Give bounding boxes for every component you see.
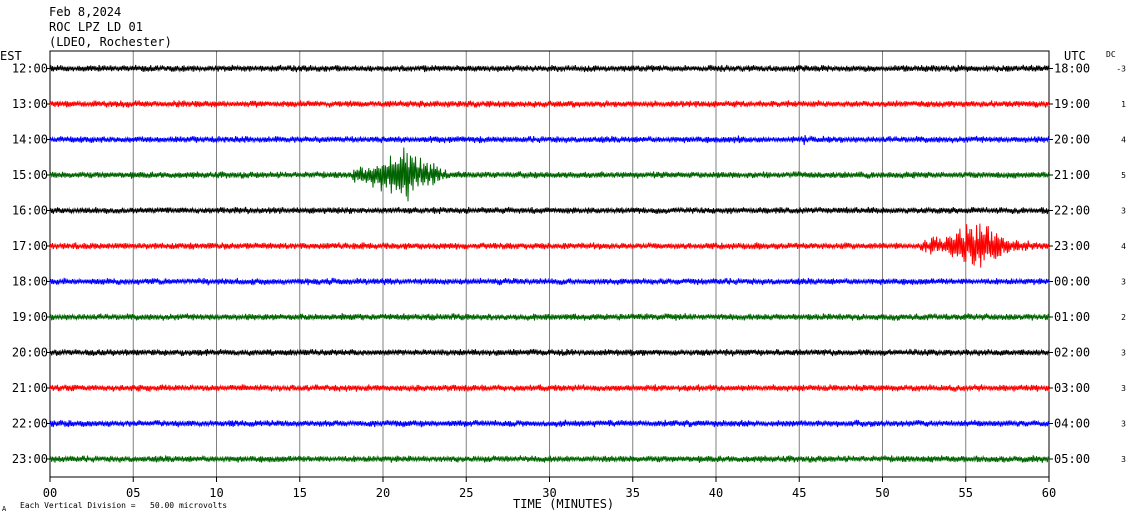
- est-time-label: 23:00: [12, 452, 48, 466]
- traces: [49, 64, 1050, 464]
- x-tick-label: 25: [459, 486, 473, 500]
- trace-line: [49, 64, 1050, 73]
- x-tick-label: 55: [959, 486, 973, 500]
- dc-value: 3: [1121, 384, 1126, 393]
- trace-line: [49, 223, 1050, 268]
- trace-line: [49, 206, 1050, 215]
- est-time-label: 22:00: [12, 417, 48, 431]
- est-time-label: 17:00: [12, 239, 48, 253]
- corner-mark: A: [2, 505, 7, 513]
- trace-line: [49, 419, 1050, 428]
- utc-time-label: 21:00: [1054, 168, 1090, 182]
- est-time-label: 19:00: [12, 310, 48, 324]
- utc-time-label: 19:00: [1054, 97, 1090, 111]
- est-time-label: 21:00: [12, 381, 48, 395]
- trace-line: [49, 277, 1050, 286]
- utc-time-label: 18:00: [1054, 62, 1090, 76]
- trace-line: [49, 383, 1050, 392]
- trace-line: [49, 147, 1050, 202]
- x-axis-label: TIME (MINUTES): [513, 497, 614, 511]
- dc-value: 3: [1121, 278, 1126, 287]
- utc-time-label: 00:00: [1054, 275, 1090, 289]
- utc-time-label: 02:00: [1054, 346, 1090, 360]
- dc-value: -3: [1116, 65, 1126, 74]
- dc-label: DC: [1106, 50, 1116, 59]
- dc-value: 5: [1121, 171, 1126, 180]
- utc-time-label: 23:00: [1054, 239, 1090, 253]
- utc-time-label: 04:00: [1054, 417, 1090, 431]
- scale-note: Each Vertical Division = 50.00 microvolt…: [20, 501, 227, 510]
- dc-value: 3: [1121, 349, 1126, 358]
- est-time-label: 20:00: [12, 346, 48, 360]
- trace-line: [49, 454, 1050, 464]
- x-tick-label: 40: [709, 486, 723, 500]
- utc-time-label: 20:00: [1054, 133, 1090, 147]
- dc-value: 4: [1121, 242, 1126, 251]
- utc-time-label: 05:00: [1054, 452, 1090, 466]
- utc-time-label: 22:00: [1054, 204, 1090, 218]
- utc-time-label: 03:00: [1054, 381, 1090, 395]
- network-name: (LDEO, Rochester): [49, 35, 172, 49]
- dc-value: 2: [1121, 313, 1126, 322]
- x-tick-label: 05: [126, 486, 140, 500]
- x-tick-label: 45: [792, 486, 806, 500]
- dc-value: 1: [1121, 100, 1126, 109]
- trace-line: [49, 100, 1050, 109]
- trace-line: [49, 313, 1050, 322]
- est-axis-label: EST: [0, 49, 22, 63]
- est-time-label: 18:00: [12, 275, 48, 289]
- x-tick-label: 00: [43, 486, 57, 500]
- x-tick-label: 30: [542, 486, 556, 500]
- est-time-label: 16:00: [12, 204, 48, 218]
- x-axis-ticks: 00 05 10 15 20 25 30 35 40 45 50 55 60: [43, 477, 1056, 500]
- est-time-label: 12:00: [12, 62, 48, 76]
- chart-date: Feb 8,2024: [49, 5, 122, 19]
- dc-value: 3: [1121, 420, 1126, 429]
- trace-line: [49, 135, 1050, 146]
- dc-value: 3: [1121, 455, 1126, 464]
- x-tick-label: 60: [1042, 486, 1056, 500]
- row-labels: 12:00 18:00 -3 13:00 19:00 1 14:00 20:00 4 15:00 2…: [12, 62, 1126, 467]
- est-time-label: 15:00: [12, 168, 48, 182]
- dc-value: 4: [1121, 136, 1126, 145]
- utc-time-label: 01:00: [1054, 310, 1090, 324]
- x-tick-label: 15: [293, 486, 307, 500]
- dc-value: 3: [1121, 207, 1126, 216]
- est-time-label: 13:00: [12, 97, 48, 111]
- x-tick-label: 10: [209, 486, 223, 500]
- x-tick-label: 20: [376, 486, 390, 500]
- x-tick-label: 50: [875, 486, 889, 500]
- trace-line: [49, 348, 1050, 357]
- est-time-label: 14:00: [12, 133, 48, 147]
- grid-lines: [49, 51, 1050, 477]
- x-tick-label: 35: [626, 486, 640, 500]
- utc-axis-label: UTC: [1064, 49, 1086, 63]
- station-code: ROC LPZ LD 01: [49, 20, 143, 34]
